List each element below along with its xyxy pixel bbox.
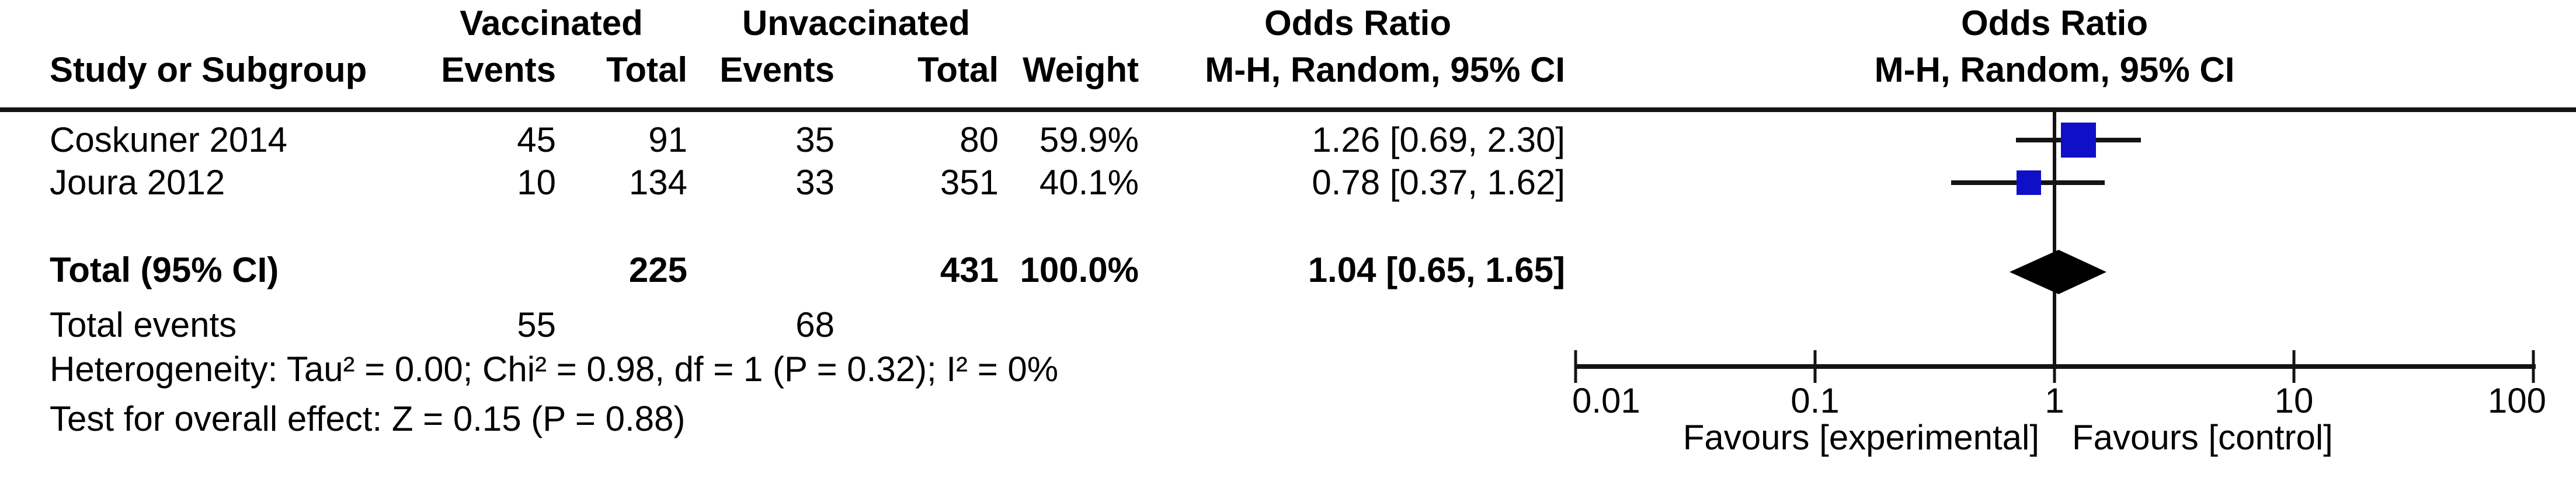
tick-label-1: 1 <box>2045 381 2064 420</box>
unvac-total: 351 <box>940 163 999 202</box>
total-unvac-total: 431 <box>940 250 999 289</box>
total-weight: 100.0% <box>1020 250 1139 289</box>
tick-label-100: 100 <box>2488 381 2546 420</box>
col-header-vac-events: Events <box>441 50 556 89</box>
col-header-mh-ci: M-H, Random, 95% CI <box>1205 50 1565 89</box>
total-events-label: Total events <box>50 305 237 344</box>
total-vac-total: 225 <box>628 250 687 289</box>
group-header-vaccinated: Vaccinated <box>460 4 643 43</box>
unvac-events: 35 <box>795 120 835 159</box>
header-rule <box>0 107 2576 112</box>
study-name: Joura 2012 <box>50 163 225 202</box>
study-name: Coskuner 2014 <box>50 120 287 159</box>
vac-total: 134 <box>628 163 687 202</box>
total-events-vac: 55 <box>517 305 556 344</box>
favours-control-label: Favours [control] <box>2072 418 2333 457</box>
tick-label-10: 10 <box>2275 381 2314 420</box>
study-1-point-square <box>2061 123 2096 158</box>
tick-label-0-1: 0.1 <box>1791 381 1839 420</box>
total-events-unvac: 68 <box>795 305 835 344</box>
col-header-weight: Weight <box>1023 50 1139 89</box>
or-ci-text: 0.78 [0.37, 1.62] <box>1312 163 1565 202</box>
overall-effect-text: Test for overall effect: Z = 0.15 (P = 0… <box>50 399 686 438</box>
heterogeneity-text: Heterogeneity: Tau² = 0.00; Chi² = 0.98,… <box>50 350 1059 389</box>
col-header-study: Study or Subgroup <box>50 50 367 89</box>
group-header-unvaccinated: Unvaccinated <box>742 4 971 43</box>
col-header-unvac-total: Total <box>917 50 999 89</box>
col-header-vac-total: Total <box>606 50 687 89</box>
favours-experimental-label: Favours [experimental] <box>1683 418 2039 457</box>
total-label: Total (95% CI) <box>50 250 279 289</box>
weight: 40.1% <box>1039 163 1139 202</box>
vac-total: 91 <box>648 120 687 159</box>
total-or-ci: 1.04 [0.65, 1.65] <box>1308 250 1565 289</box>
unvac-events: 33 <box>795 163 835 202</box>
tick-label-0-01: 0.01 <box>1572 381 1640 420</box>
col-header-unvac-events: Events <box>719 50 835 89</box>
plot-header-mh-ci: M-H, Random, 95% CI <box>1874 50 2235 89</box>
pooled-diamond <box>2010 250 2106 294</box>
weight: 59.9% <box>1039 120 1139 159</box>
vac-events: 10 <box>517 163 556 202</box>
plot-header-odds-ratio: Odds Ratio <box>1960 4 2149 43</box>
vac-events: 45 <box>517 120 556 159</box>
unvac-total: 80 <box>960 120 999 159</box>
column-group-odds-ratio: Odds Ratio <box>1264 4 1452 43</box>
or-ci-text: 1.26 [0.69, 2.30] <box>1312 120 1565 159</box>
study-2-point-square <box>2017 170 2041 195</box>
